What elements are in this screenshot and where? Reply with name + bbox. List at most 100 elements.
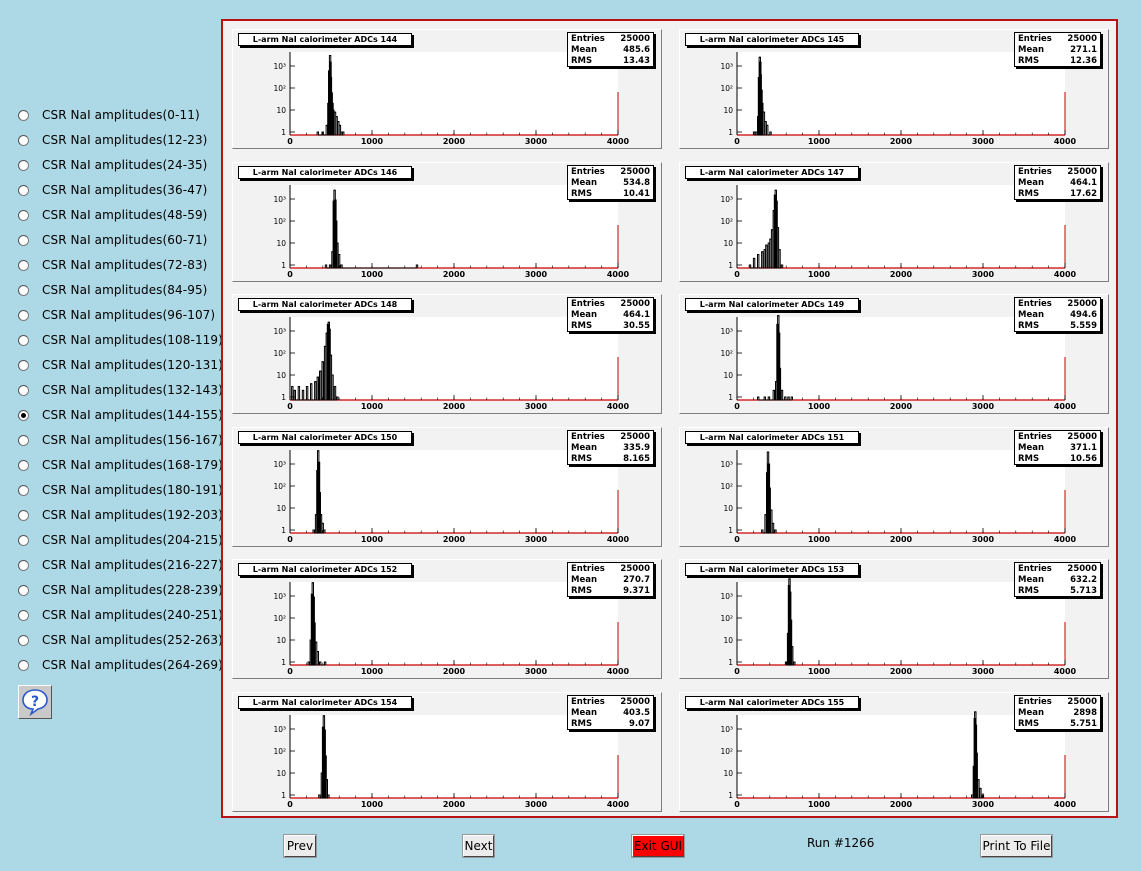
stat-value: 25000 (1067, 34, 1097, 44)
histogram-bin (318, 461, 320, 463)
radio-button[interactable] (18, 459, 29, 471)
x-tick-label: 4000 (1054, 535, 1077, 544)
histogram-canvas[interactable]: 0 1000 2000 3000 4000 1 10 10² 10³ L-arm NaI calo… (221, 19, 1118, 818)
radio-button[interactable] (18, 309, 29, 321)
radio-item[interactable]: CSR NaI amplitudes(252-263) (14, 630, 223, 650)
radio-item[interactable]: CSR NaI amplitudes(48-59) (14, 205, 207, 225)
radio-item[interactable]: CSR NaI amplitudes(156-167) (14, 430, 223, 450)
histogram-bin (416, 264, 418, 266)
histogram-pad[interactable]: 0 1000 2000 3000 4000 1 10 10² 10³ L-arm NaI calo… (232, 29, 662, 149)
radio-item[interactable]: CSR NaI amplitudes(144-155) (14, 405, 223, 425)
radio-item[interactable]: CSR NaI amplitudes(168-179) (14, 455, 223, 475)
radio-item[interactable]: CSR NaI amplitudes(180-191) (14, 480, 223, 500)
histogram-pad[interactable]: 0 1000 2000 3000 4000 1 10 10² 10³ L-arm NaI calo… (232, 294, 662, 415)
histogram-pad[interactable]: 0 1000 2000 3000 4000 1 10 10² 10³ L-arm NaI calo… (679, 426, 1109, 547)
radio-button[interactable] (18, 559, 29, 571)
radio-button[interactable] (18, 234, 29, 246)
radio-item[interactable]: CSR NaI amplitudes(108-119) (14, 330, 223, 350)
radio-item[interactable]: CSR NaI amplitudes(132-143) (14, 380, 223, 400)
x-tick-label: 3000 (972, 800, 995, 809)
radio-item[interactable]: CSR NaI amplitudes(0-11) (14, 105, 200, 125)
radio-item[interactable]: CSR NaI amplitudes(264-269) (14, 655, 223, 675)
histogram-pad[interactable]: 0 1000 2000 3000 4000 1 10 10² 10³ L-arm NaI calo… (232, 692, 662, 812)
radio-item[interactable]: CSR NaI amplitudes(96-107) (14, 305, 215, 325)
radio-button[interactable] (18, 184, 29, 196)
radio-item[interactable]: CSR NaI amplitudes(204-215) (14, 530, 223, 550)
radio-button[interactable] (18, 259, 29, 271)
radio-button[interactable] (18, 284, 29, 296)
radio-button[interactable] (18, 409, 29, 421)
radio-button[interactable] (18, 534, 29, 546)
radio-button[interactable] (18, 609, 29, 621)
stat-value: 270.7 (623, 575, 650, 586)
radio-button[interactable] (18, 584, 29, 596)
histogram-pad[interactable]: 0 1000 2000 3000 4000 1 10 10² 10³ L-arm NaI calo… (679, 294, 1109, 415)
radio-item[interactable]: CSR NaI amplitudes(36-47) (14, 180, 207, 200)
histogram-bin (770, 509, 773, 511)
radio-item[interactable]: CSR NaI amplitudes(12-23) (14, 130, 207, 150)
radio-button[interactable] (18, 659, 29, 671)
histogram-pad[interactable]: 0 1000 2000 3000 4000 1 10 10² 10³ L-arm NaI calo… (232, 426, 662, 547)
stats-box: Entries 25000 Mean 464.1 RMS 17.62 (1014, 164, 1101, 200)
x-tick-label: 3000 (972, 137, 995, 146)
histogram-plot: 0 1000 2000 3000 4000 1 10 10² 10³ (720, 52, 1077, 146)
radio-item[interactable]: CSR NaI amplitudes(84-95) (14, 280, 207, 300)
radio-button[interactable] (18, 484, 29, 496)
help-button[interactable]: ? (18, 685, 52, 719)
radio-button[interactable] (18, 334, 29, 346)
histogram-bin (779, 368, 781, 370)
histogram-bin (977, 779, 980, 781)
stat-value: 25000 (620, 34, 650, 44)
print-to-file-button[interactable]: Print To File (980, 834, 1053, 858)
radio-label: CSR NaI amplitudes(264-269) (42, 658, 223, 672)
radio-button[interactable] (18, 159, 29, 171)
radio-item[interactable]: CSR NaI amplitudes(120-131) (14, 355, 223, 375)
radio-button[interactable] (18, 359, 29, 371)
stat-row-rms: RMS 5.559 (1018, 321, 1097, 332)
stat-row-entries: Entries 25000 (1018, 432, 1097, 443)
radio-button[interactable] (18, 109, 29, 121)
y-tick-label: 1 (728, 791, 733, 800)
radio-item[interactable]: CSR NaI amplitudes(216-227) (14, 555, 223, 575)
stat-label: RMS (1018, 321, 1040, 332)
radio-button[interactable] (18, 509, 29, 521)
histogram-bin (315, 513, 317, 515)
radio-button[interactable] (18, 209, 29, 221)
radio-item[interactable]: CSR NaI amplitudes(60-71) (14, 230, 207, 250)
radio-button[interactable] (18, 384, 29, 396)
radio-item[interactable]: CSR NaI amplitudes(192-203) (14, 505, 223, 525)
next-button[interactable]: Next (462, 834, 495, 858)
histogram-pad[interactable]: 0 1000 2000 3000 4000 1 10 10² 10³ L-arm NaI calo… (679, 29, 1109, 149)
histogram-pad[interactable]: 0 1000 2000 3000 4000 1 10 10² 10³ L-arm NaI calo… (679, 161, 1109, 282)
x-tick-label: 0 (287, 667, 293, 676)
plot-area (737, 715, 1065, 798)
plot-area (290, 52, 618, 135)
x-tick-label: 3000 (972, 270, 995, 279)
x-tick-label: 1000 (361, 402, 384, 411)
radio-button[interactable] (18, 434, 29, 446)
stat-row-entries: Entries 25000 (1018, 167, 1097, 178)
x-tick-label: 2000 (443, 667, 466, 676)
histogram-pad[interactable]: 0 1000 2000 3000 4000 1 10 10² 10³ L-arm NaI calo… (232, 161, 662, 282)
radio-item[interactable]: CSR NaI amplitudes(228-239) (14, 580, 223, 600)
radio-button[interactable] (18, 634, 29, 646)
x-tick-label: 0 (734, 137, 740, 146)
histogram-pad[interactable]: 0 1000 2000 3000 4000 1 10 10² 10³ L-arm NaI calo… (679, 692, 1109, 812)
radio-item[interactable]: CSR NaI amplitudes(24-35) (14, 155, 207, 175)
radio-label: CSR NaI amplitudes(12-23) (42, 133, 208, 147)
prev-button[interactable]: Prev (283, 834, 317, 858)
radio-item[interactable]: CSR NaI amplitudes(240-251) (14, 605, 223, 625)
x-tick-label: 1000 (361, 270, 384, 279)
histogram-title: L-arm NaI calorimeter ADCs 151 (685, 430, 859, 444)
stat-value: 494.6 (1070, 310, 1097, 321)
radio-item[interactable]: CSR NaI amplitudes(72-83) (14, 255, 207, 275)
histogram-pad[interactable]: 0 1000 2000 3000 4000 1 10 10² 10³ L-arm NaI calo… (679, 559, 1109, 680)
y-tick-label: 10 (723, 371, 733, 380)
radio-label: CSR NaI amplitudes(168-179) (42, 458, 223, 472)
exit-gui-button[interactable]: Exit GUI (631, 834, 685, 858)
x-tick-label: 1000 (808, 535, 831, 544)
stat-value: 17.62 (1070, 188, 1097, 199)
histogram-pad[interactable]: 0 1000 2000 3000 4000 1 10 10² 10³ L-arm NaI calo… (232, 559, 662, 680)
radio-button[interactable] (18, 134, 29, 146)
histogram-bin (323, 715, 325, 717)
